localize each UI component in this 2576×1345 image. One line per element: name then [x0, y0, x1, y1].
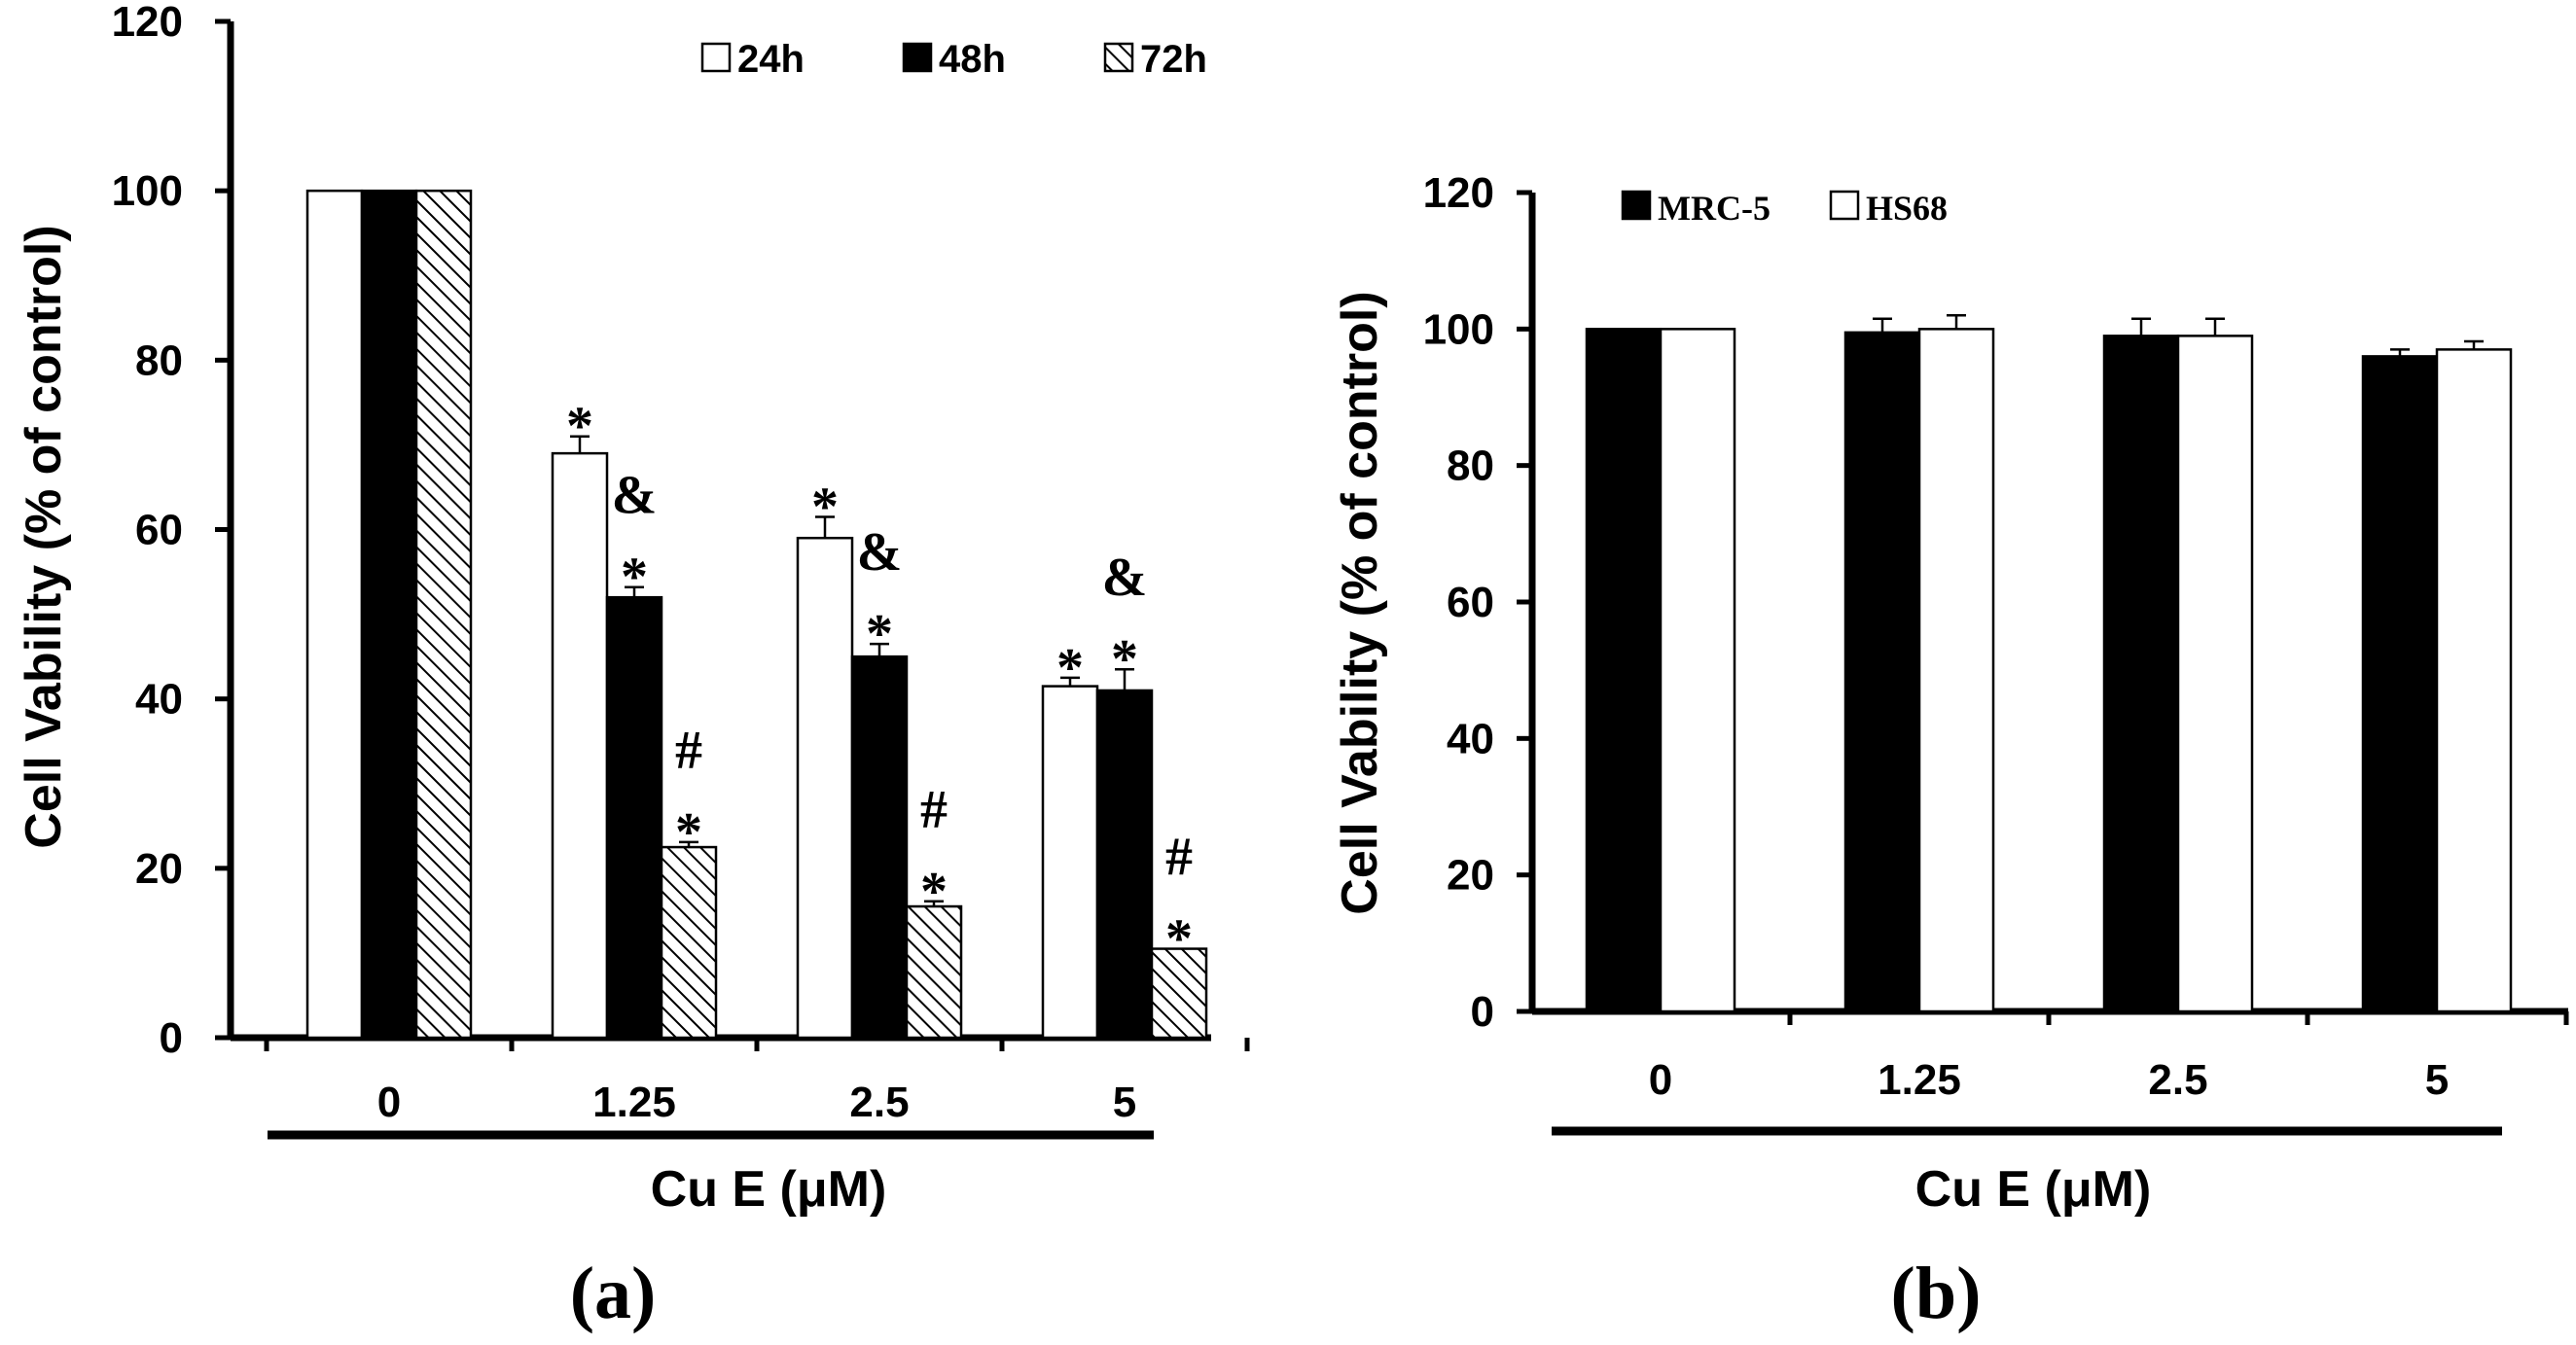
panel-a-x-axis-label: Cu E (μM) [651, 1161, 887, 1218]
panel-b-y-tick-label: 120 [1423, 169, 1494, 217]
panel-a-bar-72h [660, 845, 718, 1040]
panel-a-y-tick-label: 40 [135, 676, 183, 724]
panel-a-category-label: 5 [1113, 1079, 1136, 1126]
panel-b-y-tick-label: 80 [1447, 442, 1494, 490]
panel-a-significance-mark: * [920, 862, 948, 922]
panel-b-bar-mrc-5 [2102, 335, 2180, 1013]
panel-b-y-tick-label: 60 [1447, 579, 1494, 626]
panel-a-significance-mark: * [1056, 638, 1084, 698]
panel-b-label: (b) [1891, 1253, 1982, 1334]
panel-a-axes: 0 20 40 60 80 100 120 0 1.25 2.5 5 [112, 0, 1250, 1140]
panel-a-significance-mark: & [612, 466, 658, 526]
panel-a-significance-mark: # [675, 721, 702, 781]
panel-b-bar-hs68 [1659, 328, 1736, 1013]
panel-a-significance-mark: * [811, 477, 839, 537]
panel-a-significance-mark: & [857, 522, 903, 583]
chart-panel-b: 0 20 40 60 80 100 120 0 1.25 2.5 5 MRC-5 HS68 Cell … [1332, 169, 2569, 1334]
panel-a-legend-label: 72h [1140, 38, 1207, 81]
panel-b-bar-mrc-5 [1585, 328, 1663, 1013]
panel-a-y-tick-label: 100 [112, 167, 183, 215]
panel-b-bar-hs68 [2176, 335, 2254, 1013]
panel-b-category-label: 1.25 [1878, 1056, 1961, 1104]
panel-a-significance-mark: * [566, 397, 593, 457]
panel-a-significance-mark: * [1165, 909, 1193, 970]
panel-a-bar-24h [551, 451, 609, 1040]
panel-a-significance-mark: # [1165, 828, 1193, 888]
panel-b-category-label: 2.5 [2148, 1056, 2207, 1104]
panel-a-bar-48h [1095, 689, 1154, 1040]
panel-b-y-tick-label: 20 [1447, 852, 1494, 900]
panel-b-bars [1585, 314, 2513, 1013]
panel-a-label: (a) [570, 1253, 657, 1334]
panel-a-significance-mark: * [866, 604, 893, 664]
panel-a-category-label: 2.5 [849, 1079, 909, 1126]
panel-b-axes: 0 20 40 60 80 100 120 0 1.25 2.5 5 [1423, 169, 2569, 1136]
panel-a-category-label: 1.25 [592, 1079, 676, 1126]
panel-a-bars [305, 189, 1208, 1040]
panel-b-category-label: 5 [2425, 1056, 2449, 1104]
panel-b-legend-label: HS68 [1866, 189, 1948, 228]
panel-b-bar-hs68 [2435, 348, 2513, 1013]
panel-a-category-label: 0 [377, 1079, 401, 1126]
panel-a-y-axis-label: Cell Vability (% of control) [16, 225, 72, 848]
panel-a-significance-mark: # [920, 780, 948, 840]
panel-a-significance-mark: * [1111, 629, 1138, 690]
panel-a-y-tick-label: 0 [160, 1014, 183, 1062]
panel-a-bar-48h [605, 595, 663, 1040]
panel-a-significance-mark: * [621, 548, 648, 608]
panel-b-category-label: 0 [1649, 1056, 1672, 1104]
panel-b-bar-mrc-5 [2361, 355, 2439, 1013]
panel-a-y-tick-label: 80 [135, 336, 183, 384]
panel-a-legend-swatch-48h [902, 42, 933, 73]
panel-a-legend-swatch-72h [1103, 42, 1134, 73]
panel-a-bar-72h [414, 189, 473, 1040]
panel-b-legend-swatch-mrc-5 [1621, 190, 1652, 221]
panel-a-legend: 24h 48h 72h [700, 38, 1207, 81]
panel-a-bar-24h [1041, 685, 1099, 1040]
panel-a-bar-24h [796, 536, 854, 1040]
panel-a-bar-48h [850, 655, 909, 1040]
panel-a-bar-72h [905, 904, 963, 1040]
panel-b-legend: MRC-5 HS68 [1621, 189, 1948, 228]
panel-b-y-tick-label: 100 [1423, 305, 1494, 353]
panel-a-legend-label: 48h [939, 38, 1006, 81]
panel-a-legend-label: 24h [737, 38, 805, 81]
panel-a-annotations: *&*#**&*#**&*#* [566, 397, 1193, 970]
panel-a-y-tick-label: 20 [135, 845, 183, 893]
panel-b-legend-swatch-hs68 [1829, 190, 1860, 221]
panel-b-bar-hs68 [1917, 328, 1995, 1013]
panel-a-significance-mark: & [1102, 548, 1148, 608]
panel-a-bar-72h [1150, 947, 1208, 1040]
panel-a-y-tick-label: 120 [112, 0, 183, 46]
panel-a-bar-48h [360, 189, 418, 1040]
panel-a-legend-swatch-24h [700, 42, 732, 73]
panel-b-y-axis-label: Cell Vability (% of control) [1332, 291, 1388, 914]
panel-a-y-tick-label: 60 [135, 507, 183, 554]
panel-b-legend-label: MRC-5 [1658, 189, 1771, 228]
panel-a-bar-24h [305, 189, 364, 1040]
panel-b-y-tick-label: 0 [1471, 988, 1494, 1036]
panel-b-bar-mrc-5 [1843, 331, 1921, 1013]
panel-b-x-axis-label: Cu E (μM) [1915, 1161, 2152, 1218]
panel-b-y-tick-label: 40 [1447, 715, 1494, 762]
panel-a-significance-mark: * [675, 802, 702, 863]
